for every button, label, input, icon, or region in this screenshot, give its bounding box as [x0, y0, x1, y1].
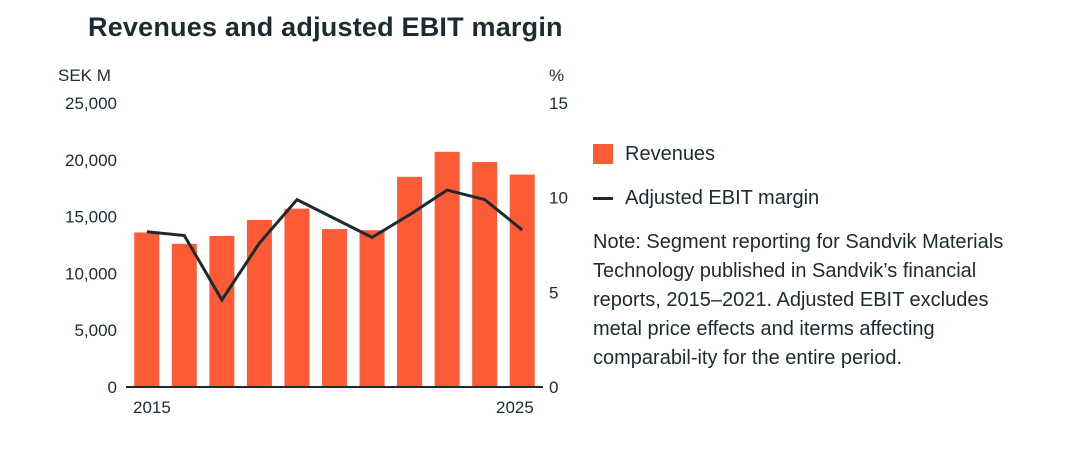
y-tick-label: 10,000	[65, 264, 117, 283]
y-tick-label: 20,000	[65, 151, 117, 170]
y2-axis-label: %	[549, 66, 564, 85]
legend-item-revenues: Revenues	[593, 140, 819, 168]
revenue-bar-2020	[322, 229, 347, 387]
legend-label-ebit: Adjusted EBIT margin	[625, 186, 820, 209]
revenue-bar-2025	[509, 174, 535, 387]
chart-area: SEK M % 25,000 20,000 15,000 10,000 5,000 0 1…	[58, 66, 568, 417]
legend-item-ebit: Adjusted EBIT margin	[593, 184, 819, 212]
footnote: Note: Segment reporting for Sandvik Mate…	[593, 231, 1004, 369]
legend: Revenues Adjusted EBIT margin	[593, 140, 819, 228]
revenue-bar-2015	[134, 232, 160, 387]
chart-title: Revenues and adjusted EBIT margin	[88, 12, 563, 42]
revenue-bar-2022	[397, 176, 423, 387]
y2-tick-label: 10	[549, 189, 568, 208]
revenues-swatch	[593, 144, 613, 164]
revenue-bar-2018	[246, 220, 272, 387]
ebit-margin-line	[146, 188, 524, 303]
y2-tick-label: 15	[549, 94, 568, 113]
y-axis-label: SEK M	[58, 66, 111, 85]
y2-tick-label: 5	[549, 283, 558, 302]
y-tick-label: 15,000	[65, 208, 117, 227]
revenue-bar-2017	[209, 235, 235, 387]
y-tick-label: 5,000	[74, 321, 117, 340]
revenue-bar-2021	[359, 230, 385, 387]
revenue-bar-2023	[434, 151, 460, 387]
y-tick-label: 0	[108, 378, 117, 397]
revenue-bar-2019	[284, 208, 310, 387]
y-tick-label: 25,000	[65, 94, 117, 113]
revenue-bar-2024	[472, 162, 498, 387]
revenue-bar-2016	[171, 243, 197, 387]
y2-tick-label: 0	[549, 378, 558, 397]
x-tick-first: 2015	[133, 398, 171, 417]
ebit-swatch	[593, 196, 613, 200]
legend-label-revenues: Revenues	[625, 142, 716, 165]
x-tick-last: 2025	[496, 398, 534, 417]
